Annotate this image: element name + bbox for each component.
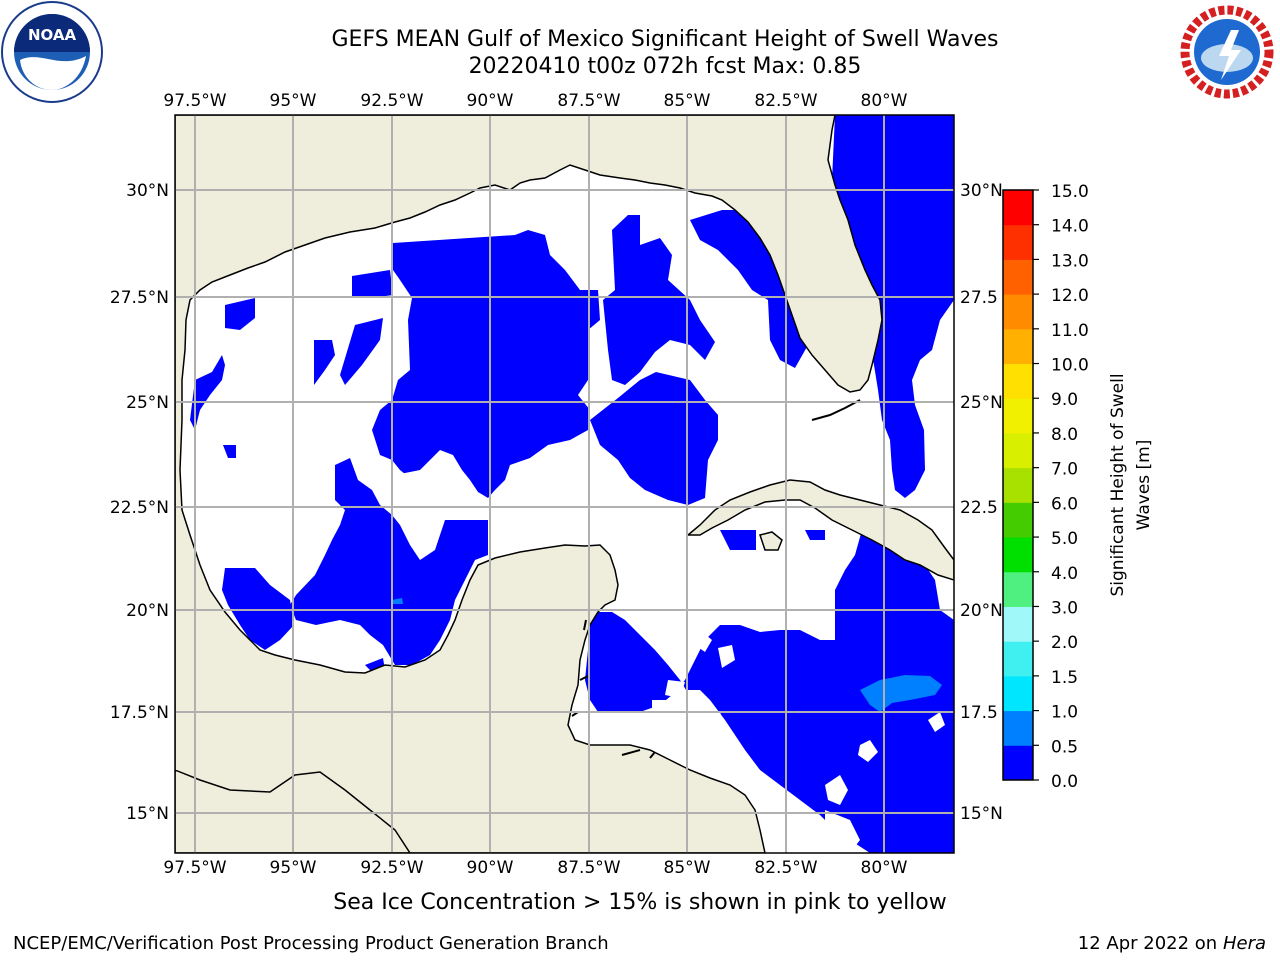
lat-label-right: 25°N: [960, 393, 1003, 413]
colorbar-tick-label: 0.5: [1051, 737, 1078, 757]
lon-label-bottom: 80°W: [861, 858, 908, 878]
colorbar-swatch: [1003, 432, 1033, 469]
lon-label-top: 87.5°W: [557, 91, 620, 111]
lon-labels-bottom: 97.5°W 95°W 92.5°W 90°W 87.5°W 85°W 82.5°W 80°W: [163, 858, 907, 878]
lat-label-right: 30°N: [960, 181, 1003, 201]
colorbar: 0.0 0.5 1.0 1.5 2.0 3.0 4.0 5.0 6.0 7.0 8.0 9.0 10.0…: [1002, 182, 1089, 792]
colorbar-tick-label: 9.0: [1051, 390, 1078, 410]
lon-label-bottom: 82.5°W: [754, 858, 817, 878]
colorbar-swatch: [1003, 190, 1033, 226]
lon-label-top: 95°W: [270, 91, 317, 111]
colorbar-tick-label: 10.0: [1051, 356, 1089, 376]
lat-label-left: 22.5°N: [110, 498, 169, 518]
colorbar-tick-label: 0.0: [1051, 772, 1078, 792]
lat-label-right: 22.5: [960, 498, 998, 518]
nws-logo-icon: [1177, 2, 1277, 102]
lat-label-left: 17.5°N: [110, 703, 169, 723]
colorbar-tick-label: 1.0: [1051, 703, 1078, 723]
lat-label-right: 17.5: [960, 703, 998, 723]
lon-label-bottom: 90°W: [467, 858, 514, 878]
lon-label-bottom: 95°W: [270, 858, 317, 878]
map-frame: [174, 114, 955, 854]
noaa-logo-text: NOAA: [28, 26, 77, 44]
colorbar-tick-label: 11.0: [1051, 321, 1089, 341]
lat-labels-right: 30°N 27.5 25°N 22.5 20°N 17.5 15°N: [960, 181, 1003, 824]
colorbar-swatch: [1003, 467, 1033, 503]
colorbar-swatch: [1003, 606, 1033, 642]
colorbar-swatch: [1003, 398, 1033, 434]
colorbar-swatch: [1003, 710, 1033, 746]
lon-label-top: 80°W: [861, 91, 908, 111]
colorbar-tick-label: 14.0: [1051, 217, 1089, 237]
colorbar-swatch: [1003, 502, 1033, 538]
coast-islands: [571, 399, 861, 759]
colorbar-swatch: [1003, 328, 1033, 365]
lon-label-bottom: 97.5°W: [163, 858, 226, 878]
lat-label-left: 25°N: [126, 393, 169, 413]
colorbar-tick-label: 3.0: [1051, 598, 1078, 618]
colorbar-tick-label: 2.0: [1051, 633, 1078, 653]
colorbar-swatch: [1003, 294, 1033, 330]
lon-label-bottom: 92.5°W: [360, 858, 423, 878]
colorbar-swatch: [1003, 745, 1033, 781]
noaa-logo-icon: NOAA: [1, 1, 103, 103]
colorbar-tick-label: 12.0: [1051, 286, 1089, 306]
lat-label-left: 15°N: [126, 804, 169, 824]
colorbar-tick-label: 8.0: [1051, 425, 1078, 445]
colorbar-tick-label: 15.0: [1051, 182, 1089, 202]
footer-branch: NCEP/EMC/Verification Post Processing Pr…: [13, 933, 609, 954]
footer-machine: Hera: [1222, 933, 1266, 954]
lat-label-left: 27.5°N: [110, 288, 169, 308]
lat-label-right: 20°N: [960, 601, 1003, 621]
map-gridlines: [175, 115, 954, 853]
chart-subtitle: 20220410 t00z 072h fcst Max: 0.85: [468, 54, 862, 79]
colorbar-swatch: [1003, 675, 1033, 712]
colorbar-tick-label: 4.0: [1051, 564, 1078, 584]
colorbar-label-line2: Waves [m]: [1134, 440, 1154, 531]
footer-date-text: 12 Apr 2022 on: [1077, 933, 1223, 954]
lon-label-bottom: 85°W: [664, 858, 711, 878]
colorbar-swatch: [1003, 537, 1033, 573]
colorbar-tick-label: 1.5: [1051, 668, 1078, 688]
colorbar-swatch: [1003, 641, 1033, 677]
chart-title: GEFS MEAN Gulf of Mexico Significant Hei…: [331, 27, 999, 52]
lon-label-top: 90°W: [467, 91, 514, 111]
colorbar-tick-label: 5.0: [1051, 529, 1078, 549]
lat-labels-left: 30°N 27.5°N 25°N 22.5°N 20°N 17.5°N 15°N: [110, 181, 169, 824]
lat-label-right: 15°N: [960, 804, 1003, 824]
footer-date: 12 Apr 2022 on Hera: [1078, 933, 1266, 954]
lat-label-left: 30°N: [126, 181, 169, 201]
lon-label-top: 97.5°W: [163, 91, 226, 111]
colorbar-tick-label: 7.0: [1051, 460, 1078, 480]
lon-label-top: 85°W: [664, 91, 711, 111]
colorbar-label-line1: Significant Height of Swell: [1108, 373, 1128, 596]
colorbar-tick-label: 13.0: [1051, 251, 1089, 271]
lat-label-right: 27.5: [960, 288, 998, 308]
lon-label-top: 92.5°W: [360, 91, 423, 111]
lon-labels-top: 97.5°W 95°W 92.5°W 90°W 87.5°W 85°W 82.5°W 80°W: [163, 91, 907, 111]
lat-label-left: 20°N: [126, 601, 169, 621]
colorbar-frame: [1002, 189, 1034, 781]
colorbar-swatch: [1003, 571, 1033, 607]
colorbar-swatch: [1003, 259, 1033, 295]
colorbar-swatch: [1003, 363, 1033, 399]
sea-ice-note: Sea Ice Concentration > 15% is shown in …: [333, 890, 947, 915]
lon-label-bottom: 87.5°W: [557, 858, 620, 878]
colorbar-swatch: [1003, 224, 1033, 260]
lon-label-top: 82.5°W: [754, 91, 817, 111]
colorbar-tick-label: 6.0: [1051, 494, 1078, 514]
